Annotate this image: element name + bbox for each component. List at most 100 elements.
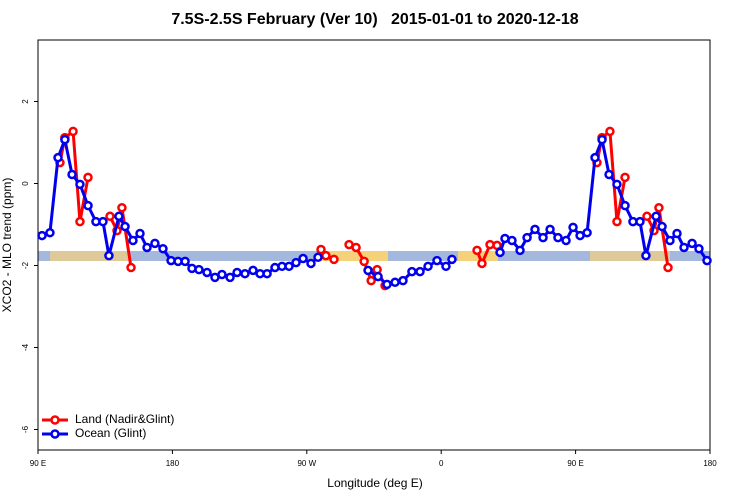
data-point [248,265,258,276]
data-point [538,232,548,243]
y-tick-label: -4 [21,343,30,351]
data-point [202,267,212,278]
data-point [641,250,651,261]
data-point [568,222,578,233]
data-point [687,238,697,249]
data-point [37,230,47,241]
land-strip [590,251,670,261]
data-point [363,265,373,276]
data-point [60,134,70,145]
data-point [657,221,667,232]
data-point [114,211,124,222]
data-point [83,172,93,183]
map-strip [38,251,710,261]
data-point [415,266,425,277]
data-point [329,254,339,265]
data-point [398,275,408,286]
land-strip [50,251,130,261]
data-point [194,264,204,275]
data-point [217,269,227,280]
legend-label: Land (Nadir&Glint) [75,412,174,426]
chart-title: 7.5S-2.5S February (Ver 10) 2015-01-01 t… [171,11,578,28]
data-point [373,271,383,282]
data-point [105,211,115,222]
y-axis-label: XCO2 - MLO trend (ppm) [0,178,14,313]
data-point [515,245,525,256]
data-point [665,235,675,246]
data-point [694,243,704,254]
data-point [545,224,555,235]
series [55,126,673,291]
x-tick-label: 180 [703,459,717,468]
data-point [120,221,130,232]
data-point [225,272,235,283]
data-point [142,242,152,253]
data-point [382,279,392,290]
data-point [561,235,571,246]
data-point [126,262,136,273]
data-point [432,255,442,266]
land-strip [318,251,388,261]
data-point [68,126,78,137]
x-tick-label: 90 W [297,459,316,468]
data-point [590,152,600,163]
data-point [117,202,127,213]
data-point [522,232,532,243]
data-point [75,179,85,190]
data-point [495,247,505,258]
data-point [306,258,316,269]
series [37,134,712,290]
data-point [612,216,622,227]
data-point [620,200,630,211]
x-tick-label: 90 E [567,459,583,468]
data-point [612,179,622,190]
data-point [672,228,682,239]
data-point [158,243,168,254]
data-point [447,254,457,265]
y-tick-label: -2 [21,261,30,269]
data-point [635,216,645,227]
data-point [135,228,145,239]
data-point [321,250,331,261]
x-tick-label: 0 [439,459,444,468]
x-axis-label: Longitude (deg E) [327,476,422,490]
data-point [291,257,301,268]
data-point [642,211,652,222]
data-point [150,238,160,249]
y-tick-label: -6 [21,425,30,433]
data-point [597,134,607,145]
data-point [284,261,294,272]
data-point [605,126,615,137]
data-point [180,256,190,267]
data-point [67,169,77,180]
data-point [553,232,563,243]
data-point [530,224,540,235]
y-tick-label: 2 [21,99,30,104]
data-point [98,216,108,227]
legend-marker [50,415,60,425]
data-point [390,277,400,288]
data-point [53,152,63,163]
data-point [298,253,308,264]
x-tick-label: 90 E [30,459,46,468]
plot-frame [37,39,711,451]
y-tick-label: 0 [21,181,30,186]
data-point [604,169,614,180]
data-point [702,255,712,266]
data-point [351,242,361,253]
data-point [582,227,592,238]
data-point [316,244,326,255]
data-point [651,211,661,222]
data-point [366,275,376,286]
data-point [472,245,482,256]
data-point [128,235,138,246]
data-point [240,268,250,279]
data-point [313,252,323,263]
data-point [232,267,242,278]
legend-marker [50,429,60,439]
data-point [359,256,369,267]
data-point [45,227,55,238]
data-point [679,242,689,253]
data-point [104,250,114,261]
